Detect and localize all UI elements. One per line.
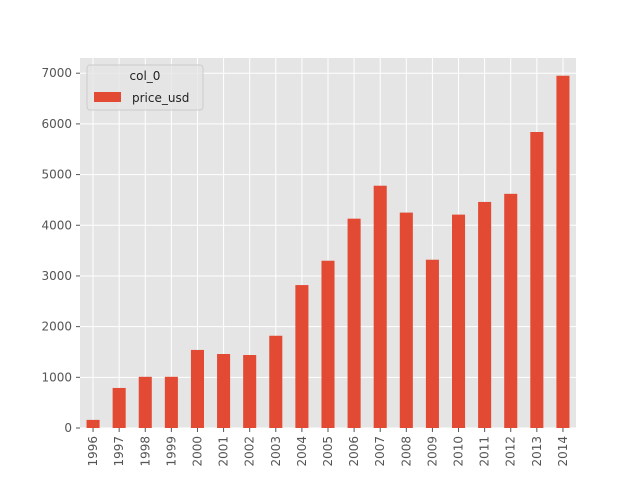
x-tick-label-2014: 2014 — [556, 436, 570, 467]
x-tick-label-2007: 2007 — [373, 436, 387, 467]
bar-2010 — [452, 214, 466, 428]
legend-label: price_usd — [132, 91, 189, 105]
x-axis-ticks: 1996 1997 1998 1999 2000 2001 2002 2003 2004 2005… — [86, 428, 570, 467]
bar-series-price-usd — [86, 75, 570, 429]
x-tick-label-2013: 2013 — [530, 436, 544, 467]
x-tick-label-2010: 2010 — [452, 436, 466, 467]
bar-2001 — [217, 354, 231, 428]
bar-1997 — [112, 387, 126, 428]
bar-2004 — [295, 285, 309, 428]
legend-title: col_0 — [130, 69, 161, 83]
bar-2009 — [425, 259, 439, 428]
y-tick-label: 1000 — [41, 370, 72, 384]
bar-1999 — [164, 376, 178, 428]
x-tick-label-2005: 2005 — [321, 436, 335, 467]
x-tick-label-2003: 2003 — [269, 436, 283, 467]
y-tick-label: 2000 — [41, 320, 72, 334]
x-tick-label-1996: 1996 — [86, 436, 100, 467]
bar-2008 — [399, 212, 413, 428]
bar-2002 — [243, 355, 257, 428]
legend-swatch — [94, 92, 121, 102]
x-tick-label-2012: 2012 — [504, 436, 518, 467]
bar-2013 — [530, 132, 544, 428]
x-tick-label-2006: 2006 — [347, 436, 361, 467]
y-axis-ticks: 0 1000 2000 3000 4000 5000 6000 7000 — [41, 66, 80, 435]
bar-2011 — [478, 201, 492, 428]
bar-2005 — [321, 260, 335, 428]
bar-1996 — [86, 419, 100, 428]
y-tick-label: 7000 — [41, 66, 72, 80]
bar-1998 — [138, 376, 152, 428]
x-tick-label-2000: 2000 — [190, 436, 204, 467]
x-tick-label-1999: 1999 — [164, 436, 178, 467]
y-tick-label: 6000 — [41, 117, 72, 131]
y-tick-label: 0 — [64, 421, 72, 435]
x-tick-label-1998: 1998 — [138, 436, 152, 467]
y-tick-label: 4000 — [41, 218, 72, 232]
x-tick-label-2004: 2004 — [295, 436, 309, 467]
y-tick-label: 3000 — [41, 269, 72, 283]
x-tick-label-2011: 2011 — [478, 436, 492, 467]
x-tick-label-2008: 2008 — [399, 436, 413, 467]
bar-2014 — [556, 75, 570, 429]
bar-2006 — [347, 218, 361, 428]
bar-2000 — [190, 349, 204, 428]
bar-2007 — [373, 185, 387, 428]
bar-2003 — [269, 335, 283, 428]
bar-2012 — [504, 193, 518, 428]
x-tick-label-2001: 2001 — [217, 436, 231, 467]
x-tick-label-2002: 2002 — [243, 436, 257, 467]
x-tick-label-2009: 2009 — [425, 436, 439, 467]
legend: col_0 price_usd — [86, 64, 204, 111]
x-tick-label-1997: 1997 — [112, 436, 126, 467]
y-tick-label: 5000 — [41, 168, 72, 182]
